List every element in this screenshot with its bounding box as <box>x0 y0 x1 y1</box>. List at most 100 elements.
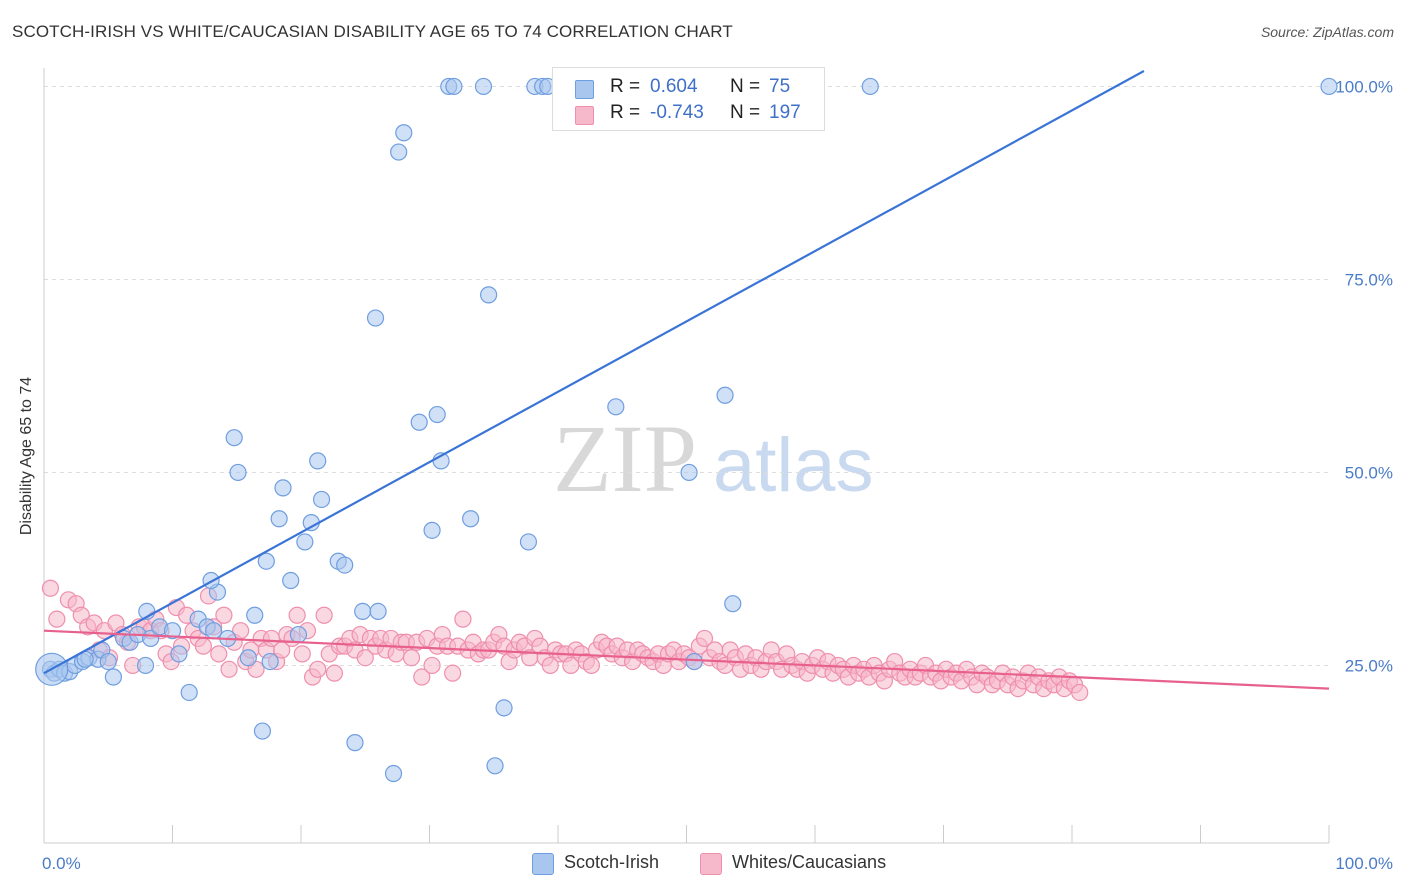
legend-row-scotch-irish: R = 0.604 N = 75 <box>553 76 824 102</box>
data-point <box>309 452 327 470</box>
data-point <box>724 595 742 613</box>
data-point <box>423 521 441 539</box>
data-point <box>486 757 504 775</box>
data-point <box>354 602 372 621</box>
data-point <box>695 629 714 648</box>
data-point <box>215 606 233 624</box>
x-tick-labels: 0.0% 100.0% <box>42 854 1393 873</box>
legend-r-value: 0.604 <box>650 76 698 97</box>
scotch-irish-points <box>35 77 1338 783</box>
data-point <box>289 625 308 644</box>
legend-swatch-blue <box>575 80 594 99</box>
data-point <box>288 606 306 624</box>
data-point <box>253 722 272 740</box>
data-point <box>257 552 275 570</box>
y-tick-label: 75.0% <box>1345 270 1393 289</box>
data-point <box>270 510 288 528</box>
data-point <box>239 649 257 667</box>
axes <box>43 68 1330 844</box>
data-point <box>402 649 421 667</box>
data-point <box>274 479 292 497</box>
whites-caucasians-points <box>41 579 1089 702</box>
data-point <box>315 606 333 624</box>
trend-lines <box>43 70 1330 690</box>
legend-r-value: -0.743 <box>650 102 704 123</box>
legend-r-label: R = <box>610 76 641 97</box>
scotch-irish-trend-line <box>43 70 1145 675</box>
correlation-legend: R = 0.604 N = 75 R = -0.743 N = 197 <box>552 67 825 131</box>
data-point <box>685 652 703 671</box>
data-point <box>229 463 247 482</box>
data-point <box>309 660 327 678</box>
data-point <box>369 602 387 621</box>
data-point <box>413 668 431 686</box>
data-point <box>366 309 385 327</box>
data-point <box>225 429 243 447</box>
data-point <box>293 645 311 663</box>
data-point <box>474 77 493 96</box>
data-point <box>384 764 403 783</box>
data-point <box>163 622 182 640</box>
data-point <box>99 652 117 671</box>
data-point <box>444 664 462 682</box>
legend-swatch-pink <box>575 106 594 125</box>
data-point <box>395 124 413 142</box>
y-tick-label: 25.0% <box>1345 656 1393 675</box>
data-point <box>423 656 441 675</box>
series-swatch-blue <box>532 853 554 875</box>
legend-n-label: N = <box>730 102 761 123</box>
data-point <box>480 286 498 304</box>
grid-lines <box>44 85 1329 666</box>
data-point <box>136 656 155 675</box>
data-point <box>312 490 331 509</box>
data-point <box>861 77 879 96</box>
x-tick-label: 0.0% <box>42 854 81 873</box>
chart-title: SCOTCH-IRISH VS WHITE/CAUCASIAN DISABILI… <box>12 22 733 41</box>
data-point <box>296 533 314 551</box>
data-point <box>1320 77 1338 96</box>
series-label: Scotch-Irish <box>564 852 660 872</box>
data-point <box>194 637 212 655</box>
legend-row-whites-caucasians: R = -0.743 N = 197 <box>553 102 824 128</box>
data-point <box>261 652 279 671</box>
data-point <box>170 645 188 663</box>
y-tick-labels: 25.0% 50.0% 75.0% 100.0% <box>1335 77 1393 675</box>
legend-n-value: 197 <box>769 102 801 123</box>
data-point <box>48 610 66 628</box>
data-point <box>495 699 513 717</box>
data-point <box>210 645 228 663</box>
watermark: ZIP atlas <box>553 405 874 512</box>
data-point <box>356 649 374 667</box>
data-point <box>336 556 354 574</box>
legend-n-label: N = <box>730 76 761 97</box>
data-point <box>1071 683 1089 702</box>
data-point <box>41 579 60 597</box>
series-swatch-pink <box>700 853 722 875</box>
y-tick-label: 50.0% <box>1345 463 1393 482</box>
data-point <box>325 664 344 682</box>
watermark-zip: ZIP <box>553 405 697 512</box>
data-point <box>390 143 408 161</box>
whites-caucasians-trend-line <box>43 629 1330 690</box>
legend-n-value: 75 <box>769 76 791 97</box>
data-point <box>410 413 428 431</box>
series-label: Whites/Caucasians <box>732 852 887 872</box>
data-point <box>205 622 223 640</box>
data-point <box>346 734 364 752</box>
data-point <box>541 656 559 675</box>
data-point <box>607 398 625 416</box>
data-point <box>582 656 601 675</box>
data-point <box>462 510 480 528</box>
data-point <box>282 571 300 590</box>
x-tick-label: 100.0% <box>1335 854 1393 873</box>
data-point <box>220 660 238 678</box>
data-point <box>428 405 446 424</box>
data-point <box>180 683 198 702</box>
legend-r-label: R = <box>610 102 641 123</box>
chart-source: Source: ZipAtlas.com <box>1260 24 1394 40</box>
watermark-atlas: atlas <box>713 423 874 508</box>
data-point <box>445 77 463 96</box>
data-point <box>716 386 734 404</box>
data-point <box>680 463 698 482</box>
